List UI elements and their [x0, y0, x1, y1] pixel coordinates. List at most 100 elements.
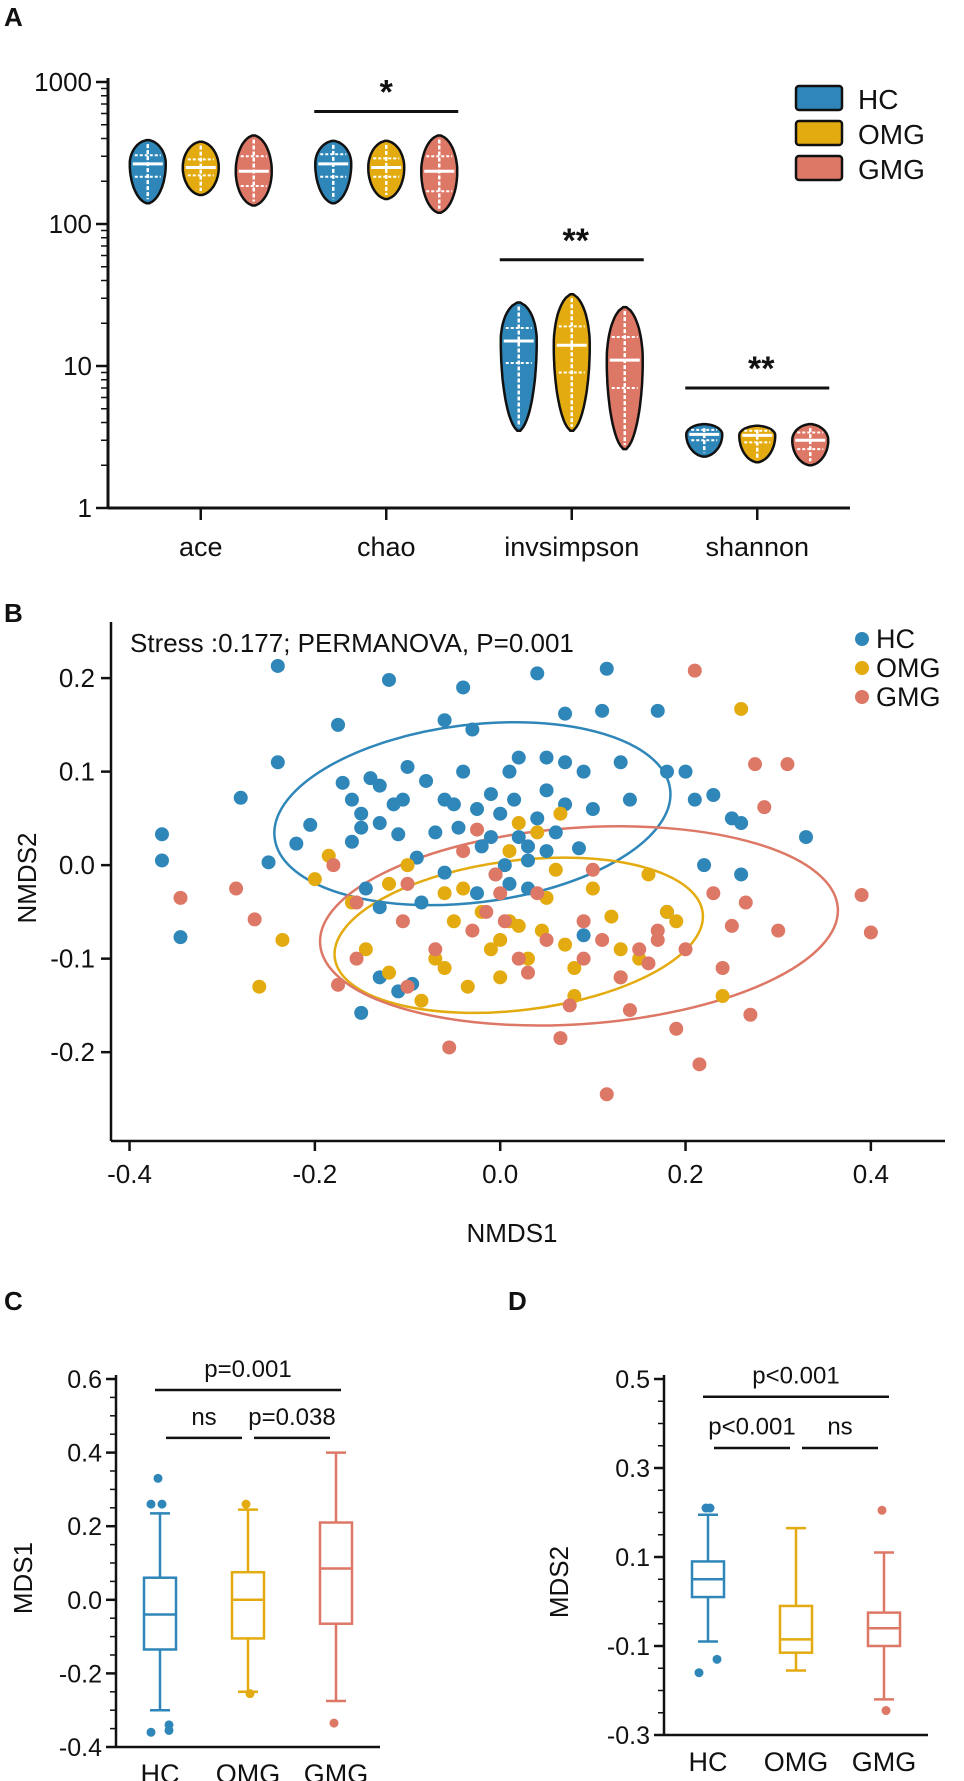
point-hc — [173, 930, 188, 945]
point-hc — [289, 836, 304, 851]
x-tick-label: invsimpson — [504, 532, 639, 562]
point-omg — [669, 914, 684, 929]
x-tick-label: 0.4 — [853, 1159, 889, 1189]
point-hc — [571, 841, 586, 856]
point-omg — [734, 701, 749, 716]
y-tick-label: -0.3 — [607, 1722, 650, 1750]
point-gmg — [553, 1031, 568, 1046]
x-tick-label: OMG — [216, 1759, 281, 1781]
point-hc — [483, 787, 498, 802]
comparison-label: ns — [191, 1404, 216, 1431]
point-hc — [354, 806, 369, 821]
point-omg — [414, 993, 429, 1008]
point-hc — [734, 816, 749, 831]
point-hc — [303, 817, 318, 832]
point-hc — [470, 886, 485, 901]
point-gmg — [576, 951, 591, 966]
y-tick-label: 100 — [49, 209, 92, 239]
point-gmg — [669, 1021, 684, 1036]
point-gmg — [854, 888, 869, 903]
x-tick-label: -0.2 — [292, 1159, 337, 1189]
outlier-point — [329, 1718, 339, 1728]
point-gmg — [613, 970, 628, 985]
point-gmg — [687, 663, 702, 678]
point-gmg — [724, 918, 739, 933]
outlier-point — [146, 1499, 156, 1509]
ellipse-hc — [273, 720, 672, 907]
point-omg — [511, 918, 526, 933]
point-hc — [261, 855, 276, 870]
significance-label: ** — [748, 350, 775, 388]
point-hc — [706, 788, 721, 802]
point-hc — [687, 792, 702, 807]
outlier-point — [153, 1473, 163, 1483]
point-hc — [558, 706, 573, 721]
panel-d-letter: D — [508, 1286, 527, 1316]
y-axis-label: MDS1 — [8, 1542, 38, 1614]
x-axis-label: NMDS1 — [466, 1218, 557, 1248]
comparison-label: p=0.038 — [248, 1404, 335, 1431]
legend-marker-hc — [855, 632, 869, 646]
x-tick-label: GMG — [304, 1759, 369, 1781]
point-omg — [502, 844, 517, 859]
point-omg — [493, 970, 508, 985]
point-gmg — [585, 862, 600, 877]
point-gmg — [400, 876, 415, 891]
point-hc — [622, 792, 637, 807]
comparison-label: p=0.001 — [204, 1356, 291, 1383]
point-omg — [252, 979, 267, 994]
x-tick-label: OMG — [764, 1747, 829, 1777]
panel-a-significance: ***** — [314, 73, 830, 390]
box-omg — [230, 1570, 266, 1640]
point-gmg — [738, 895, 753, 910]
y-tick-label: -0.4 — [59, 1734, 102, 1762]
violin-omg-invsimpson — [552, 293, 591, 432]
point-omg — [585, 881, 600, 896]
significance-label: * — [380, 73, 394, 111]
legend-label-omg: OMG — [876, 653, 941, 683]
point-omg — [530, 825, 545, 840]
point-omg — [437, 886, 452, 901]
point-hc — [382, 672, 396, 687]
point-hc — [548, 825, 563, 840]
point-hc — [414, 895, 429, 910]
ellipse-gmg — [318, 825, 840, 1027]
point-hc — [400, 759, 415, 774]
point-hc — [539, 750, 554, 765]
outlier-point — [694, 1668, 704, 1678]
point-gmg — [715, 961, 730, 975]
point-hc — [539, 844, 554, 859]
point-omg — [511, 816, 526, 831]
point-gmg — [349, 951, 364, 966]
point-hc — [335, 775, 350, 790]
point-hc — [521, 839, 535, 854]
point-omg — [613, 942, 628, 957]
point-hc — [576, 928, 591, 943]
point-omg — [437, 961, 452, 975]
box-gmg — [318, 1521, 354, 1625]
point-hc — [483, 830, 498, 845]
point-gmg — [493, 886, 508, 901]
point-hc — [585, 802, 600, 817]
point-hc — [576, 764, 591, 779]
point-omg — [553, 806, 568, 821]
y-tick-label: -0.1 — [607, 1633, 650, 1661]
panel-b-axes: -0.4 -0.2 0.0 0.2 0.4 0.2 0.1 0.0 -0.1 -0.2 — [50, 622, 945, 1189]
y-tick-label: -0.2 — [59, 1660, 102, 1688]
point-omg — [641, 867, 656, 882]
point-gmg — [442, 1040, 457, 1055]
point-hc — [354, 820, 369, 835]
point-hc — [511, 750, 526, 765]
point-hc — [437, 865, 452, 880]
point-hc — [470, 802, 485, 817]
panel-d-boxplot: -0.3 -0.1 0.1 0.3 0.5 HC OMG GMG p<0.001 ns p<0.00… — [607, 1363, 928, 1777]
point-hc — [428, 825, 443, 840]
point-hc — [270, 658, 285, 673]
box-omg — [778, 1604, 814, 1654]
y-tick-label: 0.2 — [67, 1513, 102, 1541]
point-hc — [650, 703, 665, 718]
x-tick-label: GMG — [852, 1747, 917, 1777]
point-gmg — [229, 881, 244, 896]
